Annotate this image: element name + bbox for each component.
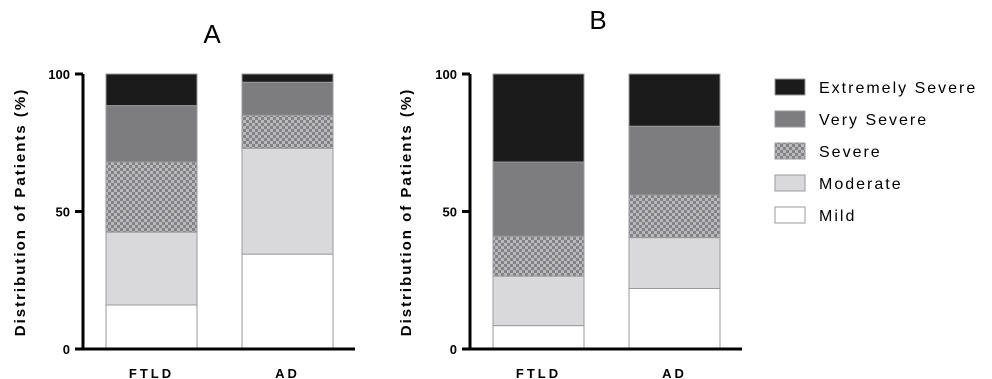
bar-b-ftld-moderate xyxy=(492,275,585,327)
bar-a-ftld-mild xyxy=(105,304,198,350)
legend-label-very-severe: Very Severe xyxy=(819,112,928,129)
panel-a-y-axis-label: Distribution of Patients (%) xyxy=(12,88,29,337)
bar-a-ad-extremely-severe xyxy=(241,73,334,83)
bar-b-ftld-extremely-severe xyxy=(492,73,585,163)
bar-b-ad-extremely-severe xyxy=(628,73,721,127)
bar-b-ftld-severe xyxy=(492,235,585,277)
y-tick-label-a-100: 100 xyxy=(48,67,70,82)
panel-b-bars xyxy=(492,73,721,350)
bar-a-ad-mild xyxy=(241,253,334,350)
legend-swatch-extremely-severe xyxy=(774,78,806,96)
panel-a-axes: FTLD AD 0 50 100 xyxy=(48,67,355,379)
x-tick-label-b-ad: AD xyxy=(662,366,687,379)
legend-label-moderate: Moderate xyxy=(819,176,903,193)
bar-b-ad-mild xyxy=(628,288,721,350)
y-tick-label-b-50: 50 xyxy=(443,205,457,220)
bar-b-ad-moderate xyxy=(628,237,721,289)
x-tick-label-a-ftld: FTLD xyxy=(129,366,174,379)
panel-a-title: A xyxy=(203,19,221,49)
bar-b-ad-severe xyxy=(628,194,721,239)
bar-a-ad-moderate xyxy=(241,147,334,255)
legend-swatch-very-severe xyxy=(774,110,806,128)
bar-a-ftld-extremely-severe xyxy=(105,73,198,107)
legend-label-mild: Mild xyxy=(819,208,856,225)
panel-b-axes: FTLD AD 0 50 100 xyxy=(435,67,742,379)
y-tick-label-b-0: 0 xyxy=(450,342,457,357)
chart-panel-b: B Distribution of Patients (%) FTLD AD 0 50… xyxy=(398,5,742,379)
legend: Extremely Severe Very Severe Severe Moderat… xyxy=(774,78,977,225)
panel-a-bars xyxy=(105,73,334,350)
chart-panel-a: A Distribution of Patients (%) FTLD AD 0 50… xyxy=(12,19,355,379)
y-tick-label-b-100: 100 xyxy=(435,67,457,82)
x-tick-label-b-ftld: FTLD xyxy=(516,366,561,379)
legend-swatch-severe xyxy=(774,142,806,160)
y-tick-label-a-0: 0 xyxy=(63,342,70,357)
bar-b-ftld-very-severe xyxy=(492,161,585,237)
panel-b-y-axis-label: Distribution of Patients (%) xyxy=(398,88,415,337)
legend-label-severe: Severe xyxy=(819,144,882,161)
bar-b-ftld-mild xyxy=(492,325,585,350)
bar-a-ad-very-severe xyxy=(241,81,334,116)
legend-swatch-mild xyxy=(774,206,806,224)
bar-b-ad-very-severe xyxy=(628,125,721,196)
legend-label-extremely-severe: Extremely Severe xyxy=(819,80,977,97)
legend-swatch-moderate xyxy=(774,174,806,192)
bar-a-ftld-very-severe xyxy=(105,105,198,163)
panel-b-title: B xyxy=(589,5,606,35)
x-tick-label-a-ad: AD xyxy=(275,366,300,379)
y-tick-label-a-50: 50 xyxy=(56,205,70,220)
bar-a-ad-severe xyxy=(241,114,334,149)
bar-a-ftld-severe xyxy=(105,161,198,233)
bar-a-ftld-moderate xyxy=(105,231,198,306)
